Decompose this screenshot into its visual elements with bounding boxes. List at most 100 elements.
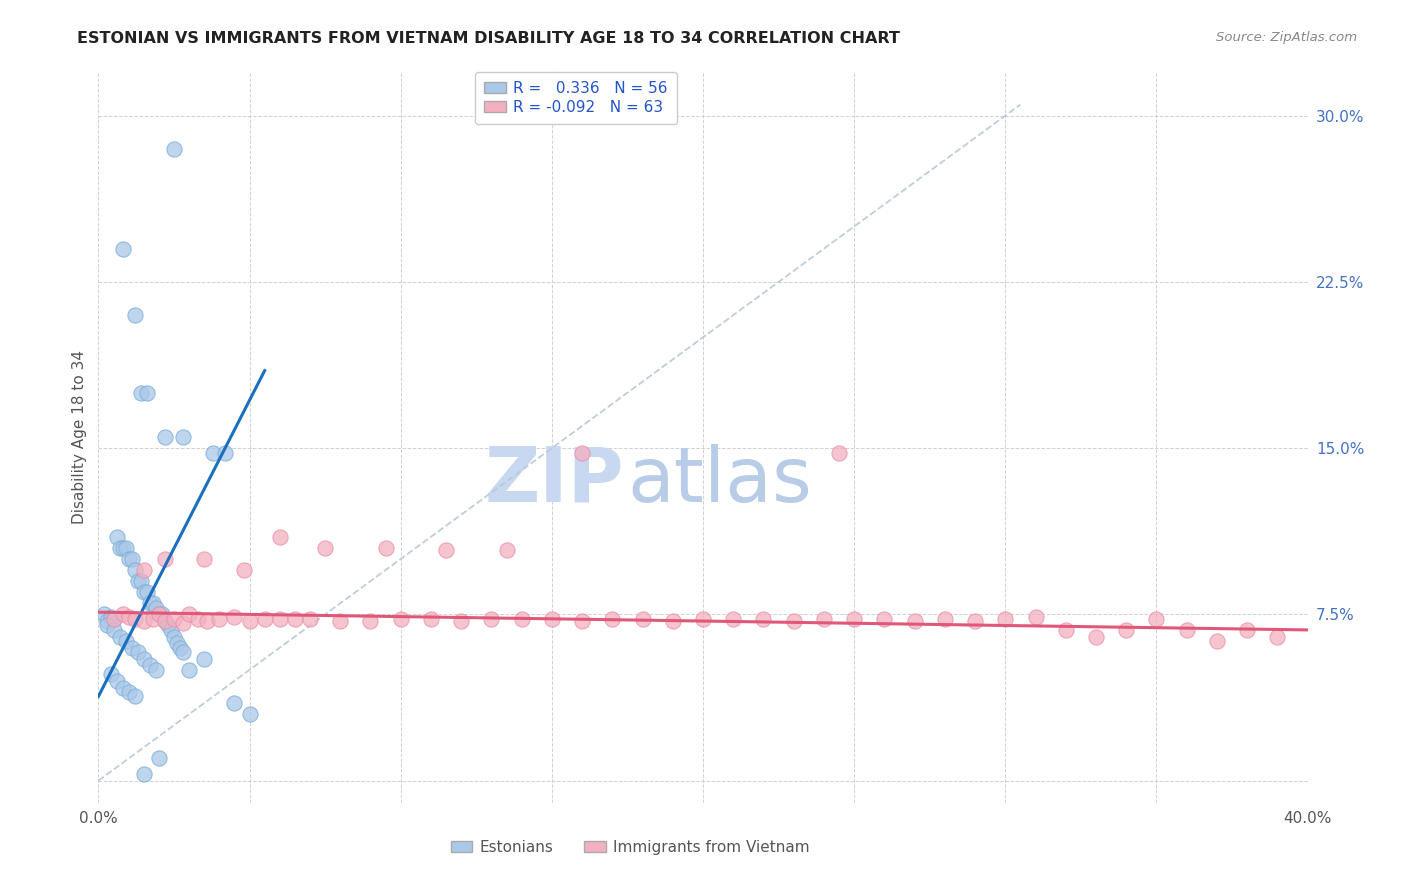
Point	[193, 552, 215, 566]
Point	[904, 614, 927, 628]
Point	[571, 445, 593, 459]
Point	[166, 636, 188, 650]
Point	[571, 614, 593, 628]
Point	[100, 609, 122, 624]
Point	[510, 612, 533, 626]
Point	[103, 612, 125, 626]
Point	[118, 685, 141, 699]
Point	[132, 614, 155, 628]
Point	[1144, 612, 1167, 626]
Point	[124, 308, 146, 322]
Point	[118, 552, 141, 566]
Text: ESTONIAN VS IMMIGRANTS FROM VIETNAM DISABILITY AGE 18 TO 34 CORRELATION CHART: ESTONIAN VS IMMIGRANTS FROM VIETNAM DISA…	[77, 31, 900, 46]
Point	[299, 612, 322, 626]
Legend: Estonians, Immigrants from Vietnam: Estonians, Immigrants from Vietnam	[444, 834, 815, 861]
Point	[202, 445, 225, 459]
Point	[111, 541, 134, 555]
Point	[540, 612, 562, 626]
Point	[994, 612, 1017, 626]
Point	[118, 609, 141, 624]
Point	[434, 543, 457, 558]
Point	[187, 612, 209, 626]
Point	[121, 640, 143, 655]
Point	[1267, 630, 1289, 644]
Point	[360, 614, 382, 628]
Point	[1115, 623, 1137, 637]
Point	[124, 690, 146, 704]
Point	[100, 667, 122, 681]
Text: ZIP: ZIP	[485, 444, 624, 518]
Point	[172, 430, 194, 444]
Point	[139, 658, 162, 673]
Point	[1054, 623, 1077, 637]
Point	[965, 614, 987, 628]
Text: Source: ZipAtlas.com: Source: ZipAtlas.com	[1216, 31, 1357, 45]
Point	[135, 385, 157, 400]
Point	[1085, 630, 1108, 644]
Point	[142, 612, 165, 626]
Point	[783, 614, 806, 628]
Point	[481, 612, 503, 626]
Point	[124, 563, 146, 577]
Point	[314, 541, 336, 555]
Point	[269, 612, 291, 626]
Point	[214, 445, 236, 459]
Point	[172, 645, 194, 659]
Point	[145, 663, 167, 677]
Point	[156, 618, 179, 632]
Point	[284, 612, 307, 626]
Point	[108, 630, 131, 644]
Point	[142, 596, 165, 610]
Point	[111, 607, 134, 622]
Point	[114, 634, 136, 648]
Point	[631, 612, 654, 626]
Point	[96, 618, 118, 632]
Point	[193, 651, 215, 665]
Point	[813, 612, 835, 626]
Point	[139, 596, 162, 610]
Point	[389, 612, 412, 626]
Point	[129, 574, 152, 589]
Point	[148, 607, 170, 622]
Point	[132, 651, 155, 665]
Point	[145, 600, 167, 615]
Point	[103, 612, 125, 626]
Point	[1024, 609, 1046, 624]
Point	[96, 614, 118, 628]
Point	[253, 612, 276, 626]
Point	[208, 612, 231, 626]
Point	[179, 663, 201, 677]
Point	[153, 430, 176, 444]
Point	[135, 585, 157, 599]
Point	[93, 607, 115, 622]
Y-axis label: Disability Age 18 to 34: Disability Age 18 to 34	[72, 350, 87, 524]
Point	[132, 563, 155, 577]
Point	[129, 385, 152, 400]
Point	[105, 673, 128, 688]
Point	[828, 445, 851, 459]
Point	[124, 612, 146, 626]
Point	[844, 612, 866, 626]
Point	[148, 751, 170, 765]
Point	[127, 645, 149, 659]
Point	[602, 612, 624, 626]
Point	[873, 612, 896, 626]
Point	[1236, 623, 1258, 637]
Point	[121, 552, 143, 566]
Point	[132, 585, 155, 599]
Point	[179, 607, 201, 622]
Point	[111, 681, 134, 695]
Point	[105, 530, 128, 544]
Point	[153, 614, 176, 628]
Point	[374, 541, 396, 555]
Point	[752, 612, 775, 626]
Point	[232, 563, 254, 577]
Point	[692, 612, 714, 626]
Point	[269, 530, 291, 544]
Point	[420, 612, 443, 626]
Point	[329, 614, 352, 628]
Point	[163, 612, 186, 626]
Point	[224, 609, 246, 624]
Point	[723, 612, 745, 626]
Point	[450, 614, 472, 628]
